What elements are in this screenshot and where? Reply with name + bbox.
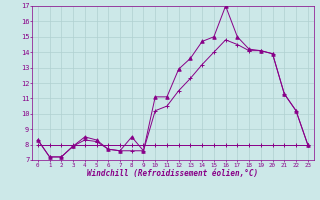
X-axis label: Windchill (Refroidissement éolien,°C): Windchill (Refroidissement éolien,°C)	[87, 169, 258, 178]
